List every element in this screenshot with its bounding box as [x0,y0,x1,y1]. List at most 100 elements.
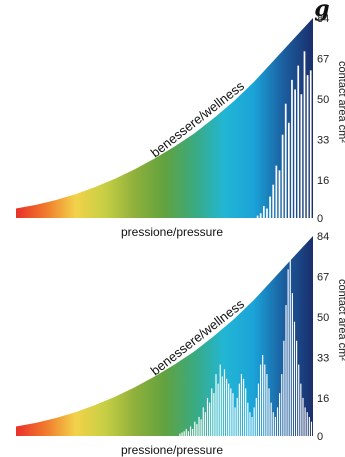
data-bar [289,240,291,436]
data-bar [187,431,190,436]
data-bar [262,206,265,218]
area-fill [16,18,313,218]
data-bar [259,364,262,436]
y-tick-label: 50 [317,94,329,106]
data-bar [274,416,276,436]
data-bar [215,374,217,436]
data-bar [275,165,278,218]
data-bar [247,402,249,436]
data-bar [206,397,209,436]
data-bar [255,397,257,436]
data-bar [209,402,211,436]
data-bar [240,374,243,436]
data-bar [270,402,272,436]
data-bar [291,79,293,219]
data-bar [213,393,215,436]
data-bar [226,378,228,436]
y-axis-label: contact area cm² [336,279,345,361]
y-tick-label: 67 [317,272,329,284]
data-bar [309,70,312,218]
y-tick-label: 33 [317,352,329,364]
data-bar [185,428,187,436]
data-bar [236,397,238,436]
data-bar [300,383,302,436]
data-bar [194,421,196,436]
data-bar [251,416,253,436]
y-tick-label: 50 [317,312,329,324]
data-bar [283,340,285,436]
data-bar [228,383,230,436]
data-bar [256,215,259,218]
data-bar [285,305,287,436]
data-bar [278,170,281,218]
data-bar [300,94,303,218]
y-tick-label: 67 [317,54,329,66]
data-bar [196,424,198,436]
data-bar [192,428,194,436]
data-bar [242,378,245,436]
data-bar [296,340,298,436]
data-bar [281,134,284,218]
data-bar [223,369,226,436]
data-bar [189,426,192,436]
data-bar [287,269,289,436]
data-bar [266,374,268,436]
data-bar [221,376,223,436]
data-bar [291,293,293,436]
data-bar [204,412,206,436]
data-bar [269,196,271,218]
y-tick-label: 16 [317,393,329,405]
data-bar [217,383,219,436]
y-tick-label: 33 [317,134,329,146]
data-bar [279,393,281,436]
data-bar [264,364,266,436]
data-bar [211,388,213,436]
data-bar [294,89,296,219]
data-bar [304,407,306,436]
data-bar [268,388,270,436]
data-bar [238,383,240,436]
data-bar [259,213,262,218]
data-bar [281,374,283,436]
data-bar [293,321,296,436]
data-bar [310,421,313,436]
data-bar [297,65,300,219]
data-bar [232,393,234,436]
data-bar [302,397,304,436]
data-bar [276,407,279,436]
data-bar [249,412,251,436]
data-bar [298,364,300,436]
data-bar [306,75,309,218]
data-bar [234,407,236,436]
data-bar [245,388,247,436]
top-fragment-text: g [314,0,329,22]
data-bar [230,388,232,436]
data-bar [253,407,255,436]
y-tick-label: 0 [317,431,323,443]
data-bar [272,184,275,218]
y-tick-label: 16 [317,175,329,187]
x-axis-label: pressione/pressure [121,225,223,239]
data-bar [257,383,260,436]
y-axis-label: contact area cm² [336,61,345,143]
data-bar [287,122,290,218]
x-axis-label: pressione/pressure [121,443,223,457]
y-tick-label: 84 [317,13,329,25]
data-bar [181,432,183,436]
data-bar [262,355,264,436]
data-bar [266,208,268,218]
data-bar [179,433,181,436]
data-bar [303,51,306,218]
data-bar [198,416,200,436]
data-bar [183,431,185,436]
data-bar [284,103,287,218]
y-tick-label: 0 [317,213,323,225]
data-bar [308,416,310,436]
data-bar [200,419,202,436]
data-bar [272,412,274,436]
y-tick-label: 84 [317,231,329,243]
data-bar [306,412,308,436]
